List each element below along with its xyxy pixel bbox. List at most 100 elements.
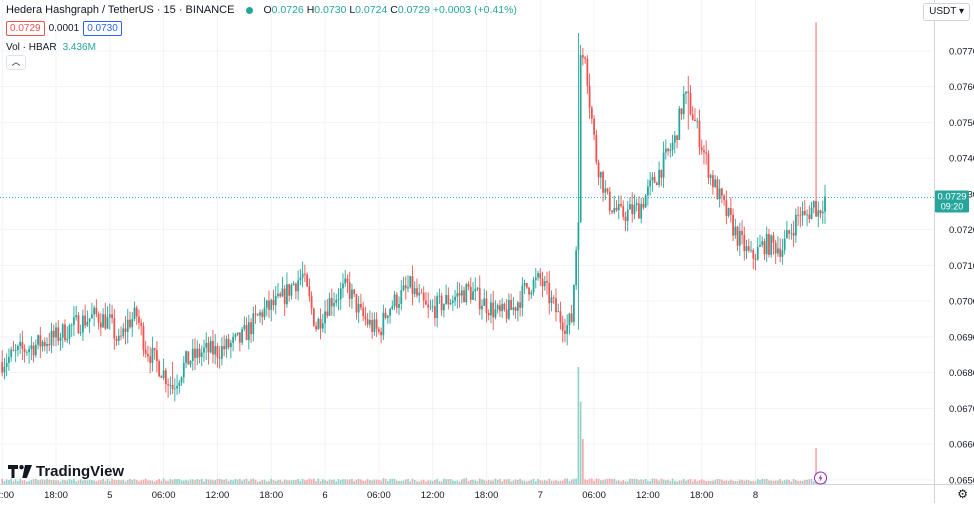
- candle-body: [268, 300, 270, 310]
- volume-bar: [788, 479, 790, 484]
- ohlc-low-label: L: [349, 4, 356, 16]
- buy-price-button[interactable]: 0.0730: [83, 21, 122, 36]
- candle-body: [75, 315, 78, 318]
- lightning-glyph: [818, 474, 823, 482]
- candle-body: [57, 327, 60, 341]
- volume-bar: [579, 401, 582, 484]
- x-tick-label: 6: [322, 490, 327, 501]
- tradingview-logo[interactable]: TradingView: [8, 463, 124, 480]
- candle-body: [245, 325, 248, 341]
- candle-body: [436, 296, 439, 319]
- candle-body: [191, 348, 194, 362]
- volume-bar: [813, 481, 815, 484]
- candle-body: [212, 340, 214, 355]
- candle-body: [734, 226, 737, 236]
- candle-body: [712, 175, 714, 187]
- candle-body: [687, 91, 690, 93]
- candle-body: [765, 233, 768, 255]
- candle-body: [700, 147, 703, 151]
- candle-body: [629, 204, 631, 210]
- candle-body: [622, 205, 625, 217]
- candle-body: [682, 93, 685, 115]
- candle-body: [586, 58, 589, 86]
- volume-bar: [243, 479, 246, 484]
- volume-bar: [667, 479, 669, 484]
- candle-body: [203, 347, 205, 353]
- volume-bar: [804, 479, 806, 484]
- volume-bar: [174, 478, 176, 484]
- volume-bar: [806, 479, 808, 484]
- volume-bar: [313, 478, 315, 484]
- volume-bar: [517, 480, 519, 484]
- volume-bar: [160, 480, 163, 484]
- candle-body: [330, 298, 333, 307]
- volume-bar: [566, 478, 568, 484]
- ohlc-high: 0.0730: [314, 4, 347, 16]
- candle-body: [779, 248, 782, 257]
- candle-body: [250, 322, 252, 335]
- candle-body: [400, 289, 403, 304]
- candle-body: [50, 330, 53, 346]
- candle-body: [288, 284, 291, 296]
- candle-body: [658, 169, 661, 185]
- volume-bar: [194, 480, 196, 484]
- candle-body: [234, 334, 237, 337]
- symbol-title[interactable]: Hedera Hashgraph / TetherUS · 15 · BINAN…: [6, 4, 235, 16]
- candle-body: [422, 292, 425, 301]
- candle-body: [790, 232, 793, 234]
- candle-body: [93, 307, 96, 315]
- volume-label[interactable]: Vol · HBAR: [6, 42, 57, 53]
- volume-bar: [167, 480, 169, 484]
- candle-body: [375, 319, 378, 329]
- volume-bar: [50, 479, 53, 484]
- volume-bar: [185, 479, 187, 484]
- volume-bar: [741, 479, 743, 484]
- candle-body: [25, 352, 28, 353]
- candle-body: [310, 296, 313, 309]
- candle-body: [474, 288, 477, 292]
- candle-body: [810, 207, 813, 220]
- collapse-legend-button[interactable]: ︿: [6, 55, 26, 70]
- candle-body: [335, 299, 338, 303]
- candle-body: [752, 250, 755, 259]
- candle-body: [494, 309, 497, 318]
- volume-bar: [712, 480, 714, 484]
- volume-bar: [169, 479, 172, 484]
- volume-bar: [165, 480, 167, 484]
- candle-body: [59, 337, 62, 341]
- currency-button[interactable]: USDT ▾: [923, 3, 970, 21]
- volume-bar: [808, 479, 811, 484]
- candle-body: [229, 342, 232, 348]
- volume-bar: [283, 479, 286, 484]
- volume-bar: [586, 480, 589, 484]
- candle-body: [770, 235, 773, 255]
- x-tick-label: 18:00: [475, 490, 499, 501]
- volume-bar: [86, 480, 89, 484]
- volume-bar: [674, 480, 676, 484]
- candle-body: [386, 315, 389, 318]
- candle-body: [727, 208, 730, 216]
- candle-body: [566, 325, 569, 334]
- volume-bar: [39, 479, 42, 484]
- settings-gear-icon[interactable]: ⚙: [957, 487, 968, 501]
- volume-bar: [79, 479, 82, 484]
- volume-bar: [268, 481, 270, 484]
- last-price-value: 0.0729: [937, 191, 966, 202]
- candle-body: [32, 345, 35, 356]
- candle-body: [743, 235, 746, 252]
- volume-bar: [649, 481, 651, 484]
- volume-bar: [95, 481, 98, 484]
- sell-price-button[interactable]: 0.0729: [6, 21, 45, 36]
- candle-body: [256, 314, 259, 316]
- candle-body: [709, 175, 712, 178]
- candle-body: [703, 150, 705, 153]
- volume-bar: [17, 481, 19, 484]
- candle-body: [476, 287, 479, 289]
- candle-body: [140, 322, 143, 326]
- volume-bar: [759, 480, 761, 484]
- x-tick-label: 06:00: [582, 490, 606, 501]
